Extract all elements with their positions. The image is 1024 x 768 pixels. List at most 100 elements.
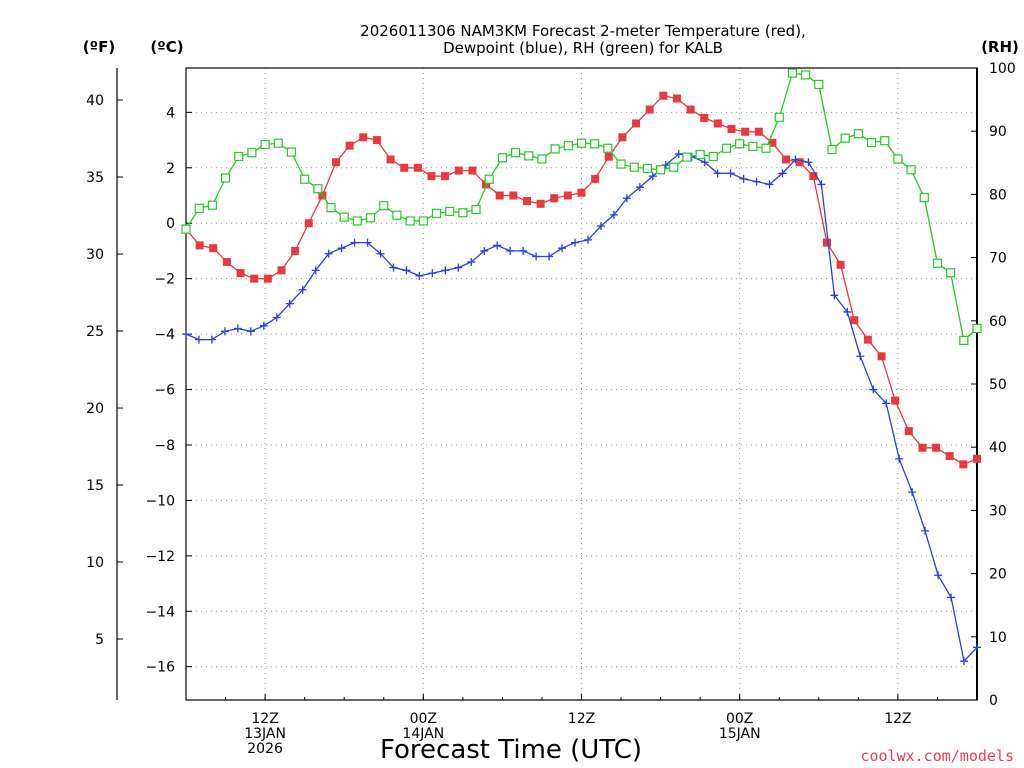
dewpoint-point [817, 180, 826, 189]
chart-title-line: 2026011306 NAM3KM Forecast 2-meter Tempe… [360, 22, 806, 40]
axes: 420−2−4−6−8−10−12−14−1640353025201510510… [86, 61, 1016, 709]
dewpoint-point [207, 335, 216, 344]
rh-point [761, 143, 771, 153]
dewpoint-point [583, 235, 592, 244]
dewpoint-point [545, 252, 554, 261]
rh-point [801, 70, 811, 80]
dewpoint-point [843, 307, 852, 316]
temperature-point [822, 238, 831, 247]
data-series [181, 68, 982, 666]
x-tick-label: 15JAN [719, 726, 761, 742]
temperature-point [304, 219, 313, 228]
temperature-point [618, 133, 627, 142]
rh-point [445, 206, 455, 217]
x-tick-label: 00Z [726, 711, 753, 727]
rh-point [774, 112, 784, 122]
dewpoint-point [428, 269, 437, 278]
rh-point [919, 192, 929, 203]
dewpoint-point [337, 244, 346, 253]
chart-title: 2026011306 NAM3KM Forecast 2-meter Tempe… [360, 22, 806, 57]
temperature-point [645, 105, 654, 114]
rh-point [405, 216, 415, 226]
dewpoint-point [648, 172, 657, 181]
temperature-point [222, 258, 231, 267]
temperature-point [468, 166, 477, 175]
temperature-point [345, 141, 354, 150]
rh-point [365, 213, 376, 223]
dewpoint-point [921, 526, 930, 535]
dewpoint-point [467, 258, 476, 267]
rh-point [906, 165, 916, 175]
celsius-tick-label: 2 [166, 161, 175, 177]
rh-point [655, 165, 666, 175]
temperature-point [863, 335, 872, 344]
temperature-point [754, 127, 763, 136]
dewpoint-point [532, 252, 541, 261]
dewpoint-point [480, 246, 489, 255]
fahrenheit-tick-label: 20 [86, 401, 104, 417]
dewpoint-point [713, 169, 722, 178]
rh-point [814, 79, 824, 90]
temperature-point [400, 163, 409, 172]
dewpoint-point [558, 244, 567, 253]
temperature-point [850, 316, 859, 325]
temperature-point [577, 188, 586, 197]
dewpoint-point [350, 238, 359, 247]
dewpoint-point [519, 246, 528, 255]
rh-point [207, 200, 217, 210]
dewpoint-point [947, 593, 956, 602]
temperature-point [973, 454, 981, 463]
dewpoint-point [856, 352, 865, 361]
temperature-point [877, 352, 886, 361]
dewpoint-point [285, 299, 294, 308]
temperature-point [959, 460, 968, 469]
dewpoint-point [674, 149, 683, 158]
rh-tick-label: 10 [989, 630, 1007, 646]
temperature-point [659, 91, 668, 100]
dewpoint-point [194, 335, 203, 344]
dewpoint-point [609, 210, 618, 219]
dewpoint-point [622, 194, 631, 203]
celsius-tick-label: −14 [145, 604, 175, 620]
celsius-unit-label: (ºC) [150, 38, 183, 56]
rh-point [550, 144, 560, 154]
dewpoint-point [571, 238, 580, 247]
temperature-point [454, 166, 463, 175]
temperature-point [932, 443, 941, 452]
fahrenheit-tick-label: 10 [86, 555, 104, 571]
rh-point [932, 258, 943, 268]
rh-point [682, 152, 692, 162]
rh-point [300, 174, 310, 184]
rh-tick-label: 40 [989, 440, 1007, 456]
rh-point [220, 173, 231, 183]
rh-tick-label: 30 [989, 503, 1007, 519]
dewpoint-point [389, 263, 398, 272]
dewpoint-point [376, 249, 385, 258]
dewpoint-point [493, 241, 502, 250]
dewpoint-point [739, 174, 748, 183]
dewpoint-point [700, 158, 709, 167]
celsius-tick-label: 0 [166, 216, 175, 232]
temperature-point [441, 172, 450, 181]
dewpoint-point [402, 266, 411, 275]
rh-tick-label: 80 [989, 187, 1007, 203]
dewpoint-point [882, 399, 891, 408]
temperature-point [700, 113, 709, 122]
temperature-point [209, 244, 218, 253]
dewpoint-point [726, 169, 735, 178]
rh-point [510, 148, 521, 158]
chart-title-line: Dewpoint (blue), RH (green) for KALB [443, 39, 723, 57]
rh-point [827, 144, 837, 155]
dewpoint-point [415, 271, 424, 280]
celsius-tick-label: −10 [145, 493, 175, 509]
temperature-point [550, 194, 559, 203]
rh-point [273, 138, 283, 148]
rh-point [893, 154, 903, 164]
rh-point [853, 129, 863, 139]
rh-point [787, 68, 798, 78]
temperature-point [795, 158, 804, 167]
temperature-point [782, 155, 791, 164]
dewpoint-point [778, 169, 787, 178]
temperature-point [522, 197, 531, 206]
